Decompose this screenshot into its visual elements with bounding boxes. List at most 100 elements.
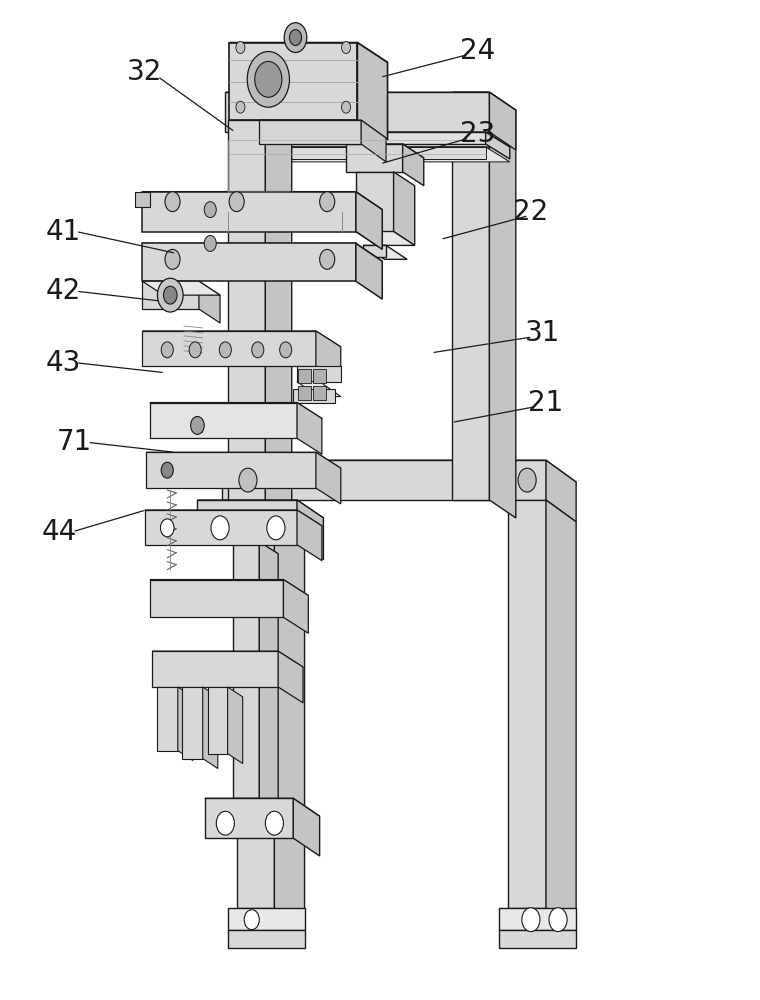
Polygon shape xyxy=(292,38,299,43)
Circle shape xyxy=(255,61,282,97)
Polygon shape xyxy=(229,147,486,159)
Polygon shape xyxy=(144,510,322,526)
Polygon shape xyxy=(227,120,265,500)
Circle shape xyxy=(244,910,259,930)
Polygon shape xyxy=(356,243,382,299)
Polygon shape xyxy=(142,243,356,281)
Polygon shape xyxy=(297,382,340,397)
Circle shape xyxy=(290,30,302,46)
Polygon shape xyxy=(227,908,305,930)
Circle shape xyxy=(247,52,290,107)
Text: 23: 23 xyxy=(461,120,496,148)
Polygon shape xyxy=(135,192,150,207)
Text: 24: 24 xyxy=(461,37,496,65)
Polygon shape xyxy=(259,120,386,138)
Polygon shape xyxy=(346,144,424,158)
Circle shape xyxy=(236,42,245,53)
Circle shape xyxy=(236,101,245,113)
Polygon shape xyxy=(403,144,424,186)
Polygon shape xyxy=(297,366,340,382)
Circle shape xyxy=(341,42,350,53)
Polygon shape xyxy=(451,92,516,110)
Polygon shape xyxy=(205,798,293,838)
Circle shape xyxy=(204,235,217,251)
Circle shape xyxy=(157,278,183,312)
Polygon shape xyxy=(546,500,576,930)
Polygon shape xyxy=(198,500,324,518)
Polygon shape xyxy=(150,580,309,595)
Polygon shape xyxy=(265,120,292,518)
Polygon shape xyxy=(229,132,510,147)
Text: 42: 42 xyxy=(46,277,81,305)
Polygon shape xyxy=(356,172,394,232)
Polygon shape xyxy=(142,192,356,232)
Polygon shape xyxy=(150,403,322,418)
Circle shape xyxy=(191,416,204,434)
Polygon shape xyxy=(356,192,382,249)
Polygon shape xyxy=(486,132,510,159)
Polygon shape xyxy=(316,452,340,504)
Polygon shape xyxy=(489,92,516,150)
Polygon shape xyxy=(508,500,546,908)
Polygon shape xyxy=(313,369,327,383)
Polygon shape xyxy=(357,43,388,140)
Polygon shape xyxy=(361,120,386,162)
Polygon shape xyxy=(146,452,340,468)
Polygon shape xyxy=(227,930,305,948)
Polygon shape xyxy=(227,687,242,764)
Polygon shape xyxy=(152,651,303,667)
Polygon shape xyxy=(274,500,305,930)
Polygon shape xyxy=(142,281,199,309)
Polygon shape xyxy=(182,687,203,759)
Polygon shape xyxy=(363,245,407,259)
Circle shape xyxy=(165,192,180,212)
Text: 21: 21 xyxy=(528,389,564,417)
Polygon shape xyxy=(316,331,340,382)
Polygon shape xyxy=(198,500,297,542)
Text: 22: 22 xyxy=(513,198,549,226)
Polygon shape xyxy=(298,386,312,400)
Circle shape xyxy=(320,192,334,212)
Polygon shape xyxy=(346,144,403,172)
Polygon shape xyxy=(451,92,489,500)
Polygon shape xyxy=(293,798,320,856)
Polygon shape xyxy=(313,386,327,400)
Polygon shape xyxy=(203,687,218,768)
Polygon shape xyxy=(199,281,220,323)
Polygon shape xyxy=(146,452,316,488)
Polygon shape xyxy=(233,542,259,798)
Polygon shape xyxy=(229,43,388,62)
Circle shape xyxy=(189,342,201,358)
Polygon shape xyxy=(205,798,320,816)
Polygon shape xyxy=(152,651,278,687)
Circle shape xyxy=(549,908,567,932)
Circle shape xyxy=(163,286,177,304)
Polygon shape xyxy=(298,369,312,383)
Circle shape xyxy=(284,23,307,53)
Polygon shape xyxy=(178,687,193,761)
Text: 71: 71 xyxy=(57,428,92,456)
Polygon shape xyxy=(157,687,178,751)
Text: 44: 44 xyxy=(42,518,77,546)
Circle shape xyxy=(217,811,234,835)
Circle shape xyxy=(518,468,536,492)
Polygon shape xyxy=(142,281,220,295)
Circle shape xyxy=(161,342,173,358)
Polygon shape xyxy=(297,500,324,560)
Polygon shape xyxy=(144,510,297,545)
Circle shape xyxy=(161,462,173,478)
Polygon shape xyxy=(236,500,274,908)
Polygon shape xyxy=(293,389,334,403)
Circle shape xyxy=(239,468,257,492)
Polygon shape xyxy=(394,172,415,245)
Circle shape xyxy=(204,202,217,218)
Polygon shape xyxy=(222,460,546,500)
Circle shape xyxy=(341,101,350,113)
Circle shape xyxy=(265,811,283,835)
Circle shape xyxy=(160,519,174,537)
Polygon shape xyxy=(142,192,382,210)
Polygon shape xyxy=(489,92,516,518)
Polygon shape xyxy=(229,132,486,144)
Polygon shape xyxy=(225,92,489,132)
Circle shape xyxy=(320,249,334,269)
